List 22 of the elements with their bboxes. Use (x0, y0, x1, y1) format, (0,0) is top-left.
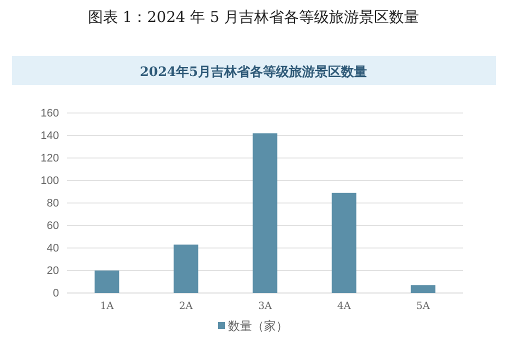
x-tick-label: 2A (179, 301, 194, 312)
bar (94, 270, 120, 293)
bar (332, 192, 356, 293)
chart-subtitle: 2024年5月吉林省各等级旅游景区数量 (140, 64, 368, 80)
x-tick-label: 5A (416, 301, 431, 312)
y-tick-label: 100 (40, 175, 59, 188)
y-tick-label: 140 (40, 130, 59, 142)
chart-title: 图表 1：2024 年 5 月吉林省各等级旅游景区数量 (88, 8, 420, 26)
bar (410, 285, 436, 293)
legend-label: 数量（家） (228, 319, 288, 333)
y-tick-label: 60 (46, 220, 59, 232)
y-tick-label: 160 (40, 108, 59, 120)
y-tick-label: 120 (40, 152, 59, 165)
bar (252, 133, 278, 293)
y-tick-label: 80 (46, 198, 59, 210)
y-tick-label: 40 (46, 242, 59, 255)
y-tick-label: 0 (52, 288, 59, 300)
x-tick-label: 3A (258, 301, 273, 312)
y-tick-label: 20 (46, 265, 59, 278)
x-tick-label: 4A (337, 301, 352, 312)
bar (174, 244, 198, 293)
x-tick-label: 1A (100, 301, 114, 312)
